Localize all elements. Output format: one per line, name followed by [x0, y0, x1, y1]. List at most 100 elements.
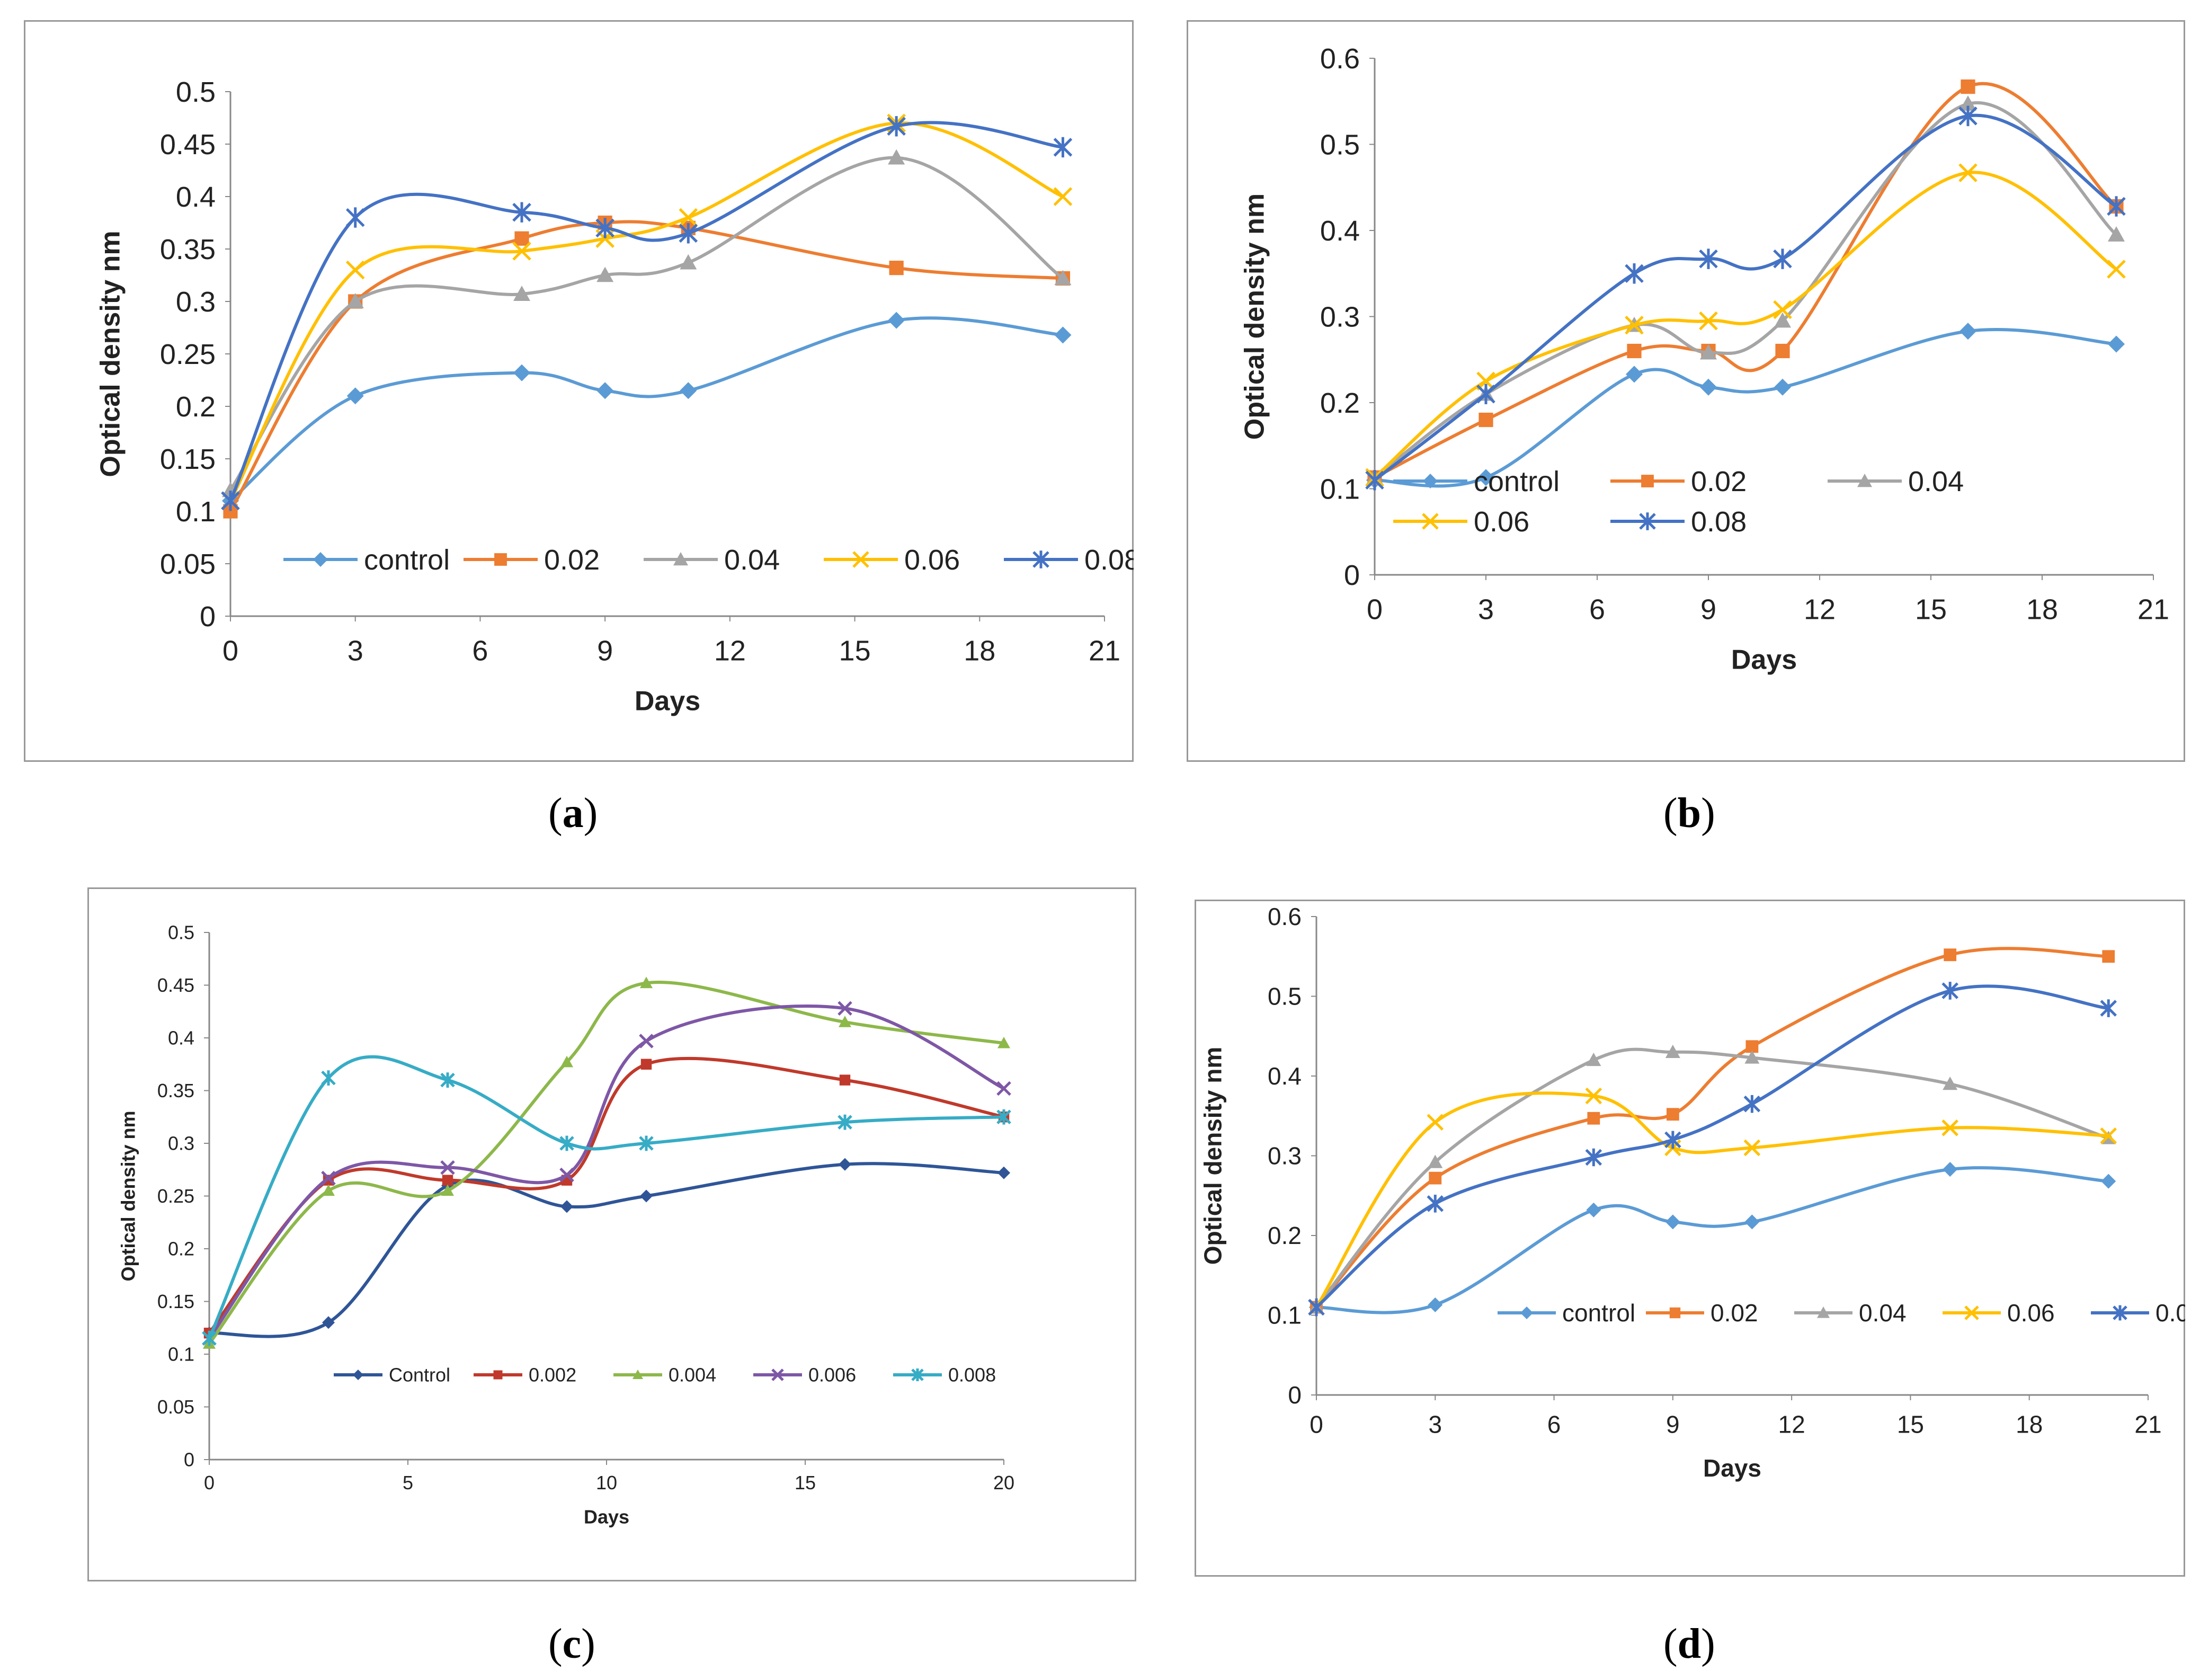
data-point	[1664, 1131, 1681, 1149]
data-point	[1054, 270, 1072, 286]
y-tick-label: 0.2	[168, 1238, 194, 1260]
y-tick-label: 0.5	[1268, 983, 1302, 1010]
legend-item: 0.002	[474, 1364, 576, 1386]
chart-c: 0 0.05 0.1 0.15 0.2 0.25 0.3 0.35 0.4 0.45 0.5 0 5 10…	[87, 887, 1136, 1581]
y-tick-label: 0.4	[1320, 215, 1360, 247]
legend-item: control	[1498, 1299, 1635, 1327]
legend-marker	[493, 1370, 503, 1380]
x-tick-label: 12	[714, 635, 746, 667]
y-tick-label: 0.15	[160, 443, 216, 475]
x-tick-label: 9	[1700, 594, 1716, 626]
x-tick-label: 6	[472, 635, 488, 667]
legend: control 0.02 0.04 0.06 0.08	[283, 544, 1134, 576]
legend: Control 0.002 0.004 0.006 0.008	[334, 1364, 996, 1386]
series-0.08	[1308, 982, 2117, 1317]
data-point	[2108, 335, 2125, 353]
data-point	[322, 1316, 335, 1329]
data-point	[345, 207, 365, 228]
data-point	[1665, 1214, 1680, 1230]
x-tick-label: 0	[1367, 594, 1383, 626]
data-point	[441, 1184, 454, 1196]
x-tick-label: 3	[348, 635, 363, 667]
legend-marker	[1639, 512, 1656, 530]
legend-marker	[1422, 513, 1439, 530]
y-axis-title: Optical density nm	[1240, 193, 1270, 440]
data-point	[1743, 1139, 1761, 1157]
data-point	[680, 254, 697, 270]
y-tick-label: 0.3	[176, 286, 216, 318]
caption-a-letter: a	[562, 790, 584, 837]
x-tick-label: 5	[403, 1472, 413, 1494]
legend-label: 0.06	[904, 544, 960, 576]
y-tick-label: 0	[1288, 1381, 1302, 1409]
x-tick-labels: 0 3 6 9 12 15 18 21	[1310, 1410, 2161, 1438]
data-point	[202, 1330, 217, 1346]
data-point	[639, 1135, 654, 1151]
data-point	[512, 202, 531, 223]
legend-marker	[1964, 1305, 1979, 1320]
data-point	[640, 1189, 653, 1203]
y-tick-label: 0.05	[157, 1396, 194, 1418]
data-point	[996, 1081, 1011, 1096]
data-point	[321, 1170, 336, 1186]
data-point	[1700, 344, 1717, 360]
x-tick-label: 20	[993, 1472, 1014, 1494]
data-point	[2102, 950, 2115, 963]
y-tick-label: 0.25	[157, 1185, 194, 1207]
series-line	[1374, 82, 2117, 479]
legend-item: 0.004	[613, 1364, 716, 1386]
legend: control 0.02 0.04 0.06 0.08	[1393, 466, 1964, 538]
caption-b: (b)	[1663, 790, 1715, 837]
data-point	[839, 1016, 851, 1027]
legend-label: control	[1562, 1299, 1635, 1327]
data-point	[1774, 378, 1791, 396]
legend-item: 0.02	[464, 544, 600, 576]
data-point	[513, 364, 530, 381]
x-tick-label: 12	[1778, 1410, 1805, 1438]
x-tick-label: 15	[839, 635, 871, 667]
x-tick-label: 21	[2137, 594, 2169, 626]
data-point	[1365, 470, 1384, 491]
y-tick-label: 0.25	[160, 339, 216, 370]
data-point	[1308, 1298, 1325, 1317]
data-point	[514, 231, 529, 246]
panel-b: 0 0.1 0.2 0.3 0.4 0.5 0.6 0 3 6 9 12 15 18 21 Days Optic…	[1187, 20, 2185, 762]
data-point	[838, 1001, 852, 1016]
y-tick-label: 0.35	[157, 1080, 194, 1101]
legend-item: 0.04	[644, 544, 780, 576]
caption-d-letter: d	[1677, 1621, 1702, 1667]
y-tick-label: 0.15	[157, 1291, 194, 1312]
legend-marker	[2113, 1305, 2127, 1321]
data-point	[1745, 1040, 1759, 1053]
legend-item: control	[1393, 466, 1560, 497]
x-axis-title: Days	[584, 1506, 629, 1528]
y-tick-label: 0.4	[1268, 1062, 1302, 1090]
data-point	[888, 312, 905, 329]
data-point	[595, 218, 614, 238]
legend-label: 0.08	[1691, 506, 1747, 538]
y-tick-labels: 0 0.05 0.1 0.15 0.2 0.25 0.3 0.35 0.4 0.45 0.5	[157, 922, 194, 1471]
y-tick-label: 0.5	[176, 76, 216, 108]
series-0.08	[221, 116, 1073, 511]
data-point	[679, 208, 698, 227]
caption-d: (d)	[1663, 1621, 1715, 1667]
legend-marker	[1423, 474, 1438, 488]
x-axis-title: Days	[1731, 644, 1797, 675]
data-point	[513, 286, 530, 301]
y-tick-label: 0.45	[157, 974, 194, 996]
legend: control 0.02 0.04 0.06 0.08	[1498, 1299, 2185, 1327]
data-point	[1585, 1087, 1602, 1105]
x-tick-label: 15	[1915, 594, 1947, 626]
legend-marker	[1641, 475, 1654, 487]
x-tick-label: 9	[1666, 1410, 1680, 1438]
chart-frame	[1195, 900, 2185, 1577]
panel-d: 0 0.1 0.2 0.3 0.4 0.5 0.6 0 3 6 9 12 15 18 21 Days Optic…	[1195, 900, 2185, 1577]
legend-label: 0.006	[808, 1364, 856, 1386]
data-point	[639, 1034, 654, 1048]
caption-c-letter: c	[562, 1621, 582, 1667]
x-axis-title: Days	[1703, 1454, 1761, 1482]
x-tick-labels: 0 5 10 15 20	[204, 1472, 1014, 1494]
data-point	[1944, 948, 1957, 962]
data-point	[679, 223, 698, 244]
x-tick-label: 0	[1310, 1410, 1323, 1438]
